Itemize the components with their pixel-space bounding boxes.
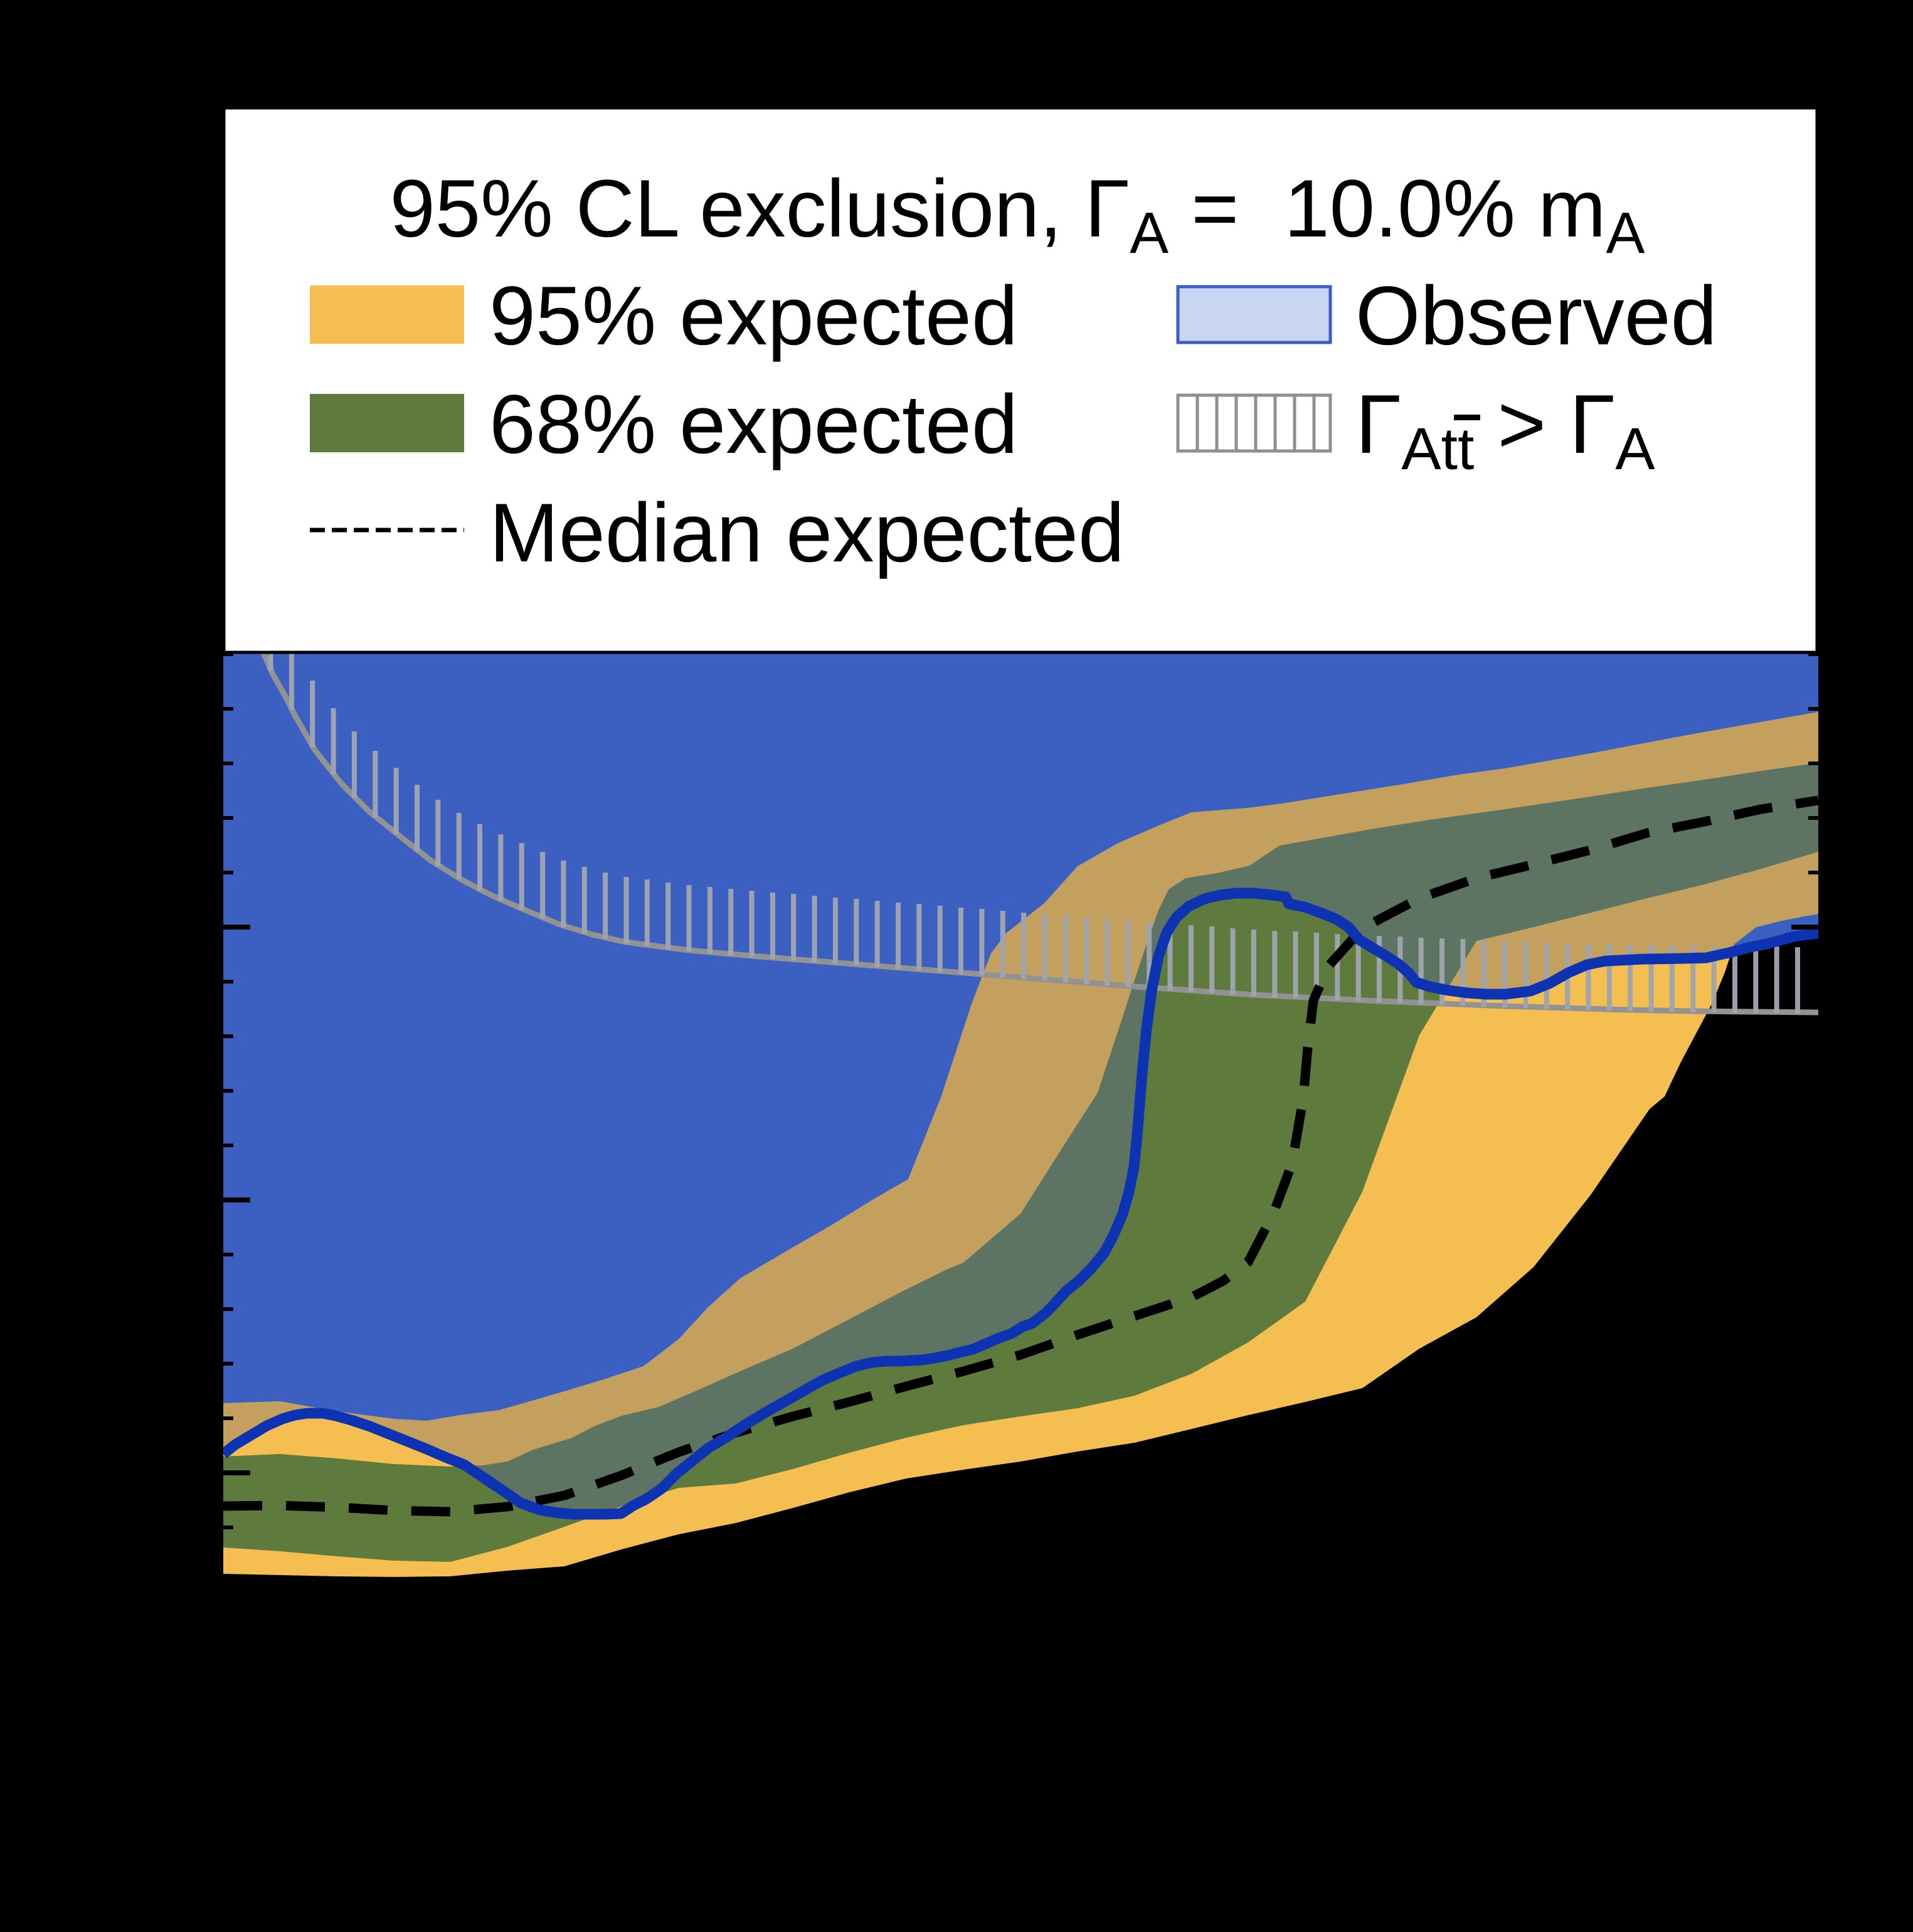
svg-text:Median expected: Median expected [489,487,1125,580]
svg-text:95% expected: 95% expected [489,270,1018,363]
svg-text:68% expected: 68% expected [489,378,1018,471]
svg-text:95% CL exclusion, ΓA = 10.0%: 95% CL exclusion, ΓA = 10.0% mA [390,162,1645,265]
svg-text:Observed: Observed [1355,270,1717,363]
svg-text:ΓAtt > ΓA: ΓAtt > ΓA [1355,378,1655,482]
